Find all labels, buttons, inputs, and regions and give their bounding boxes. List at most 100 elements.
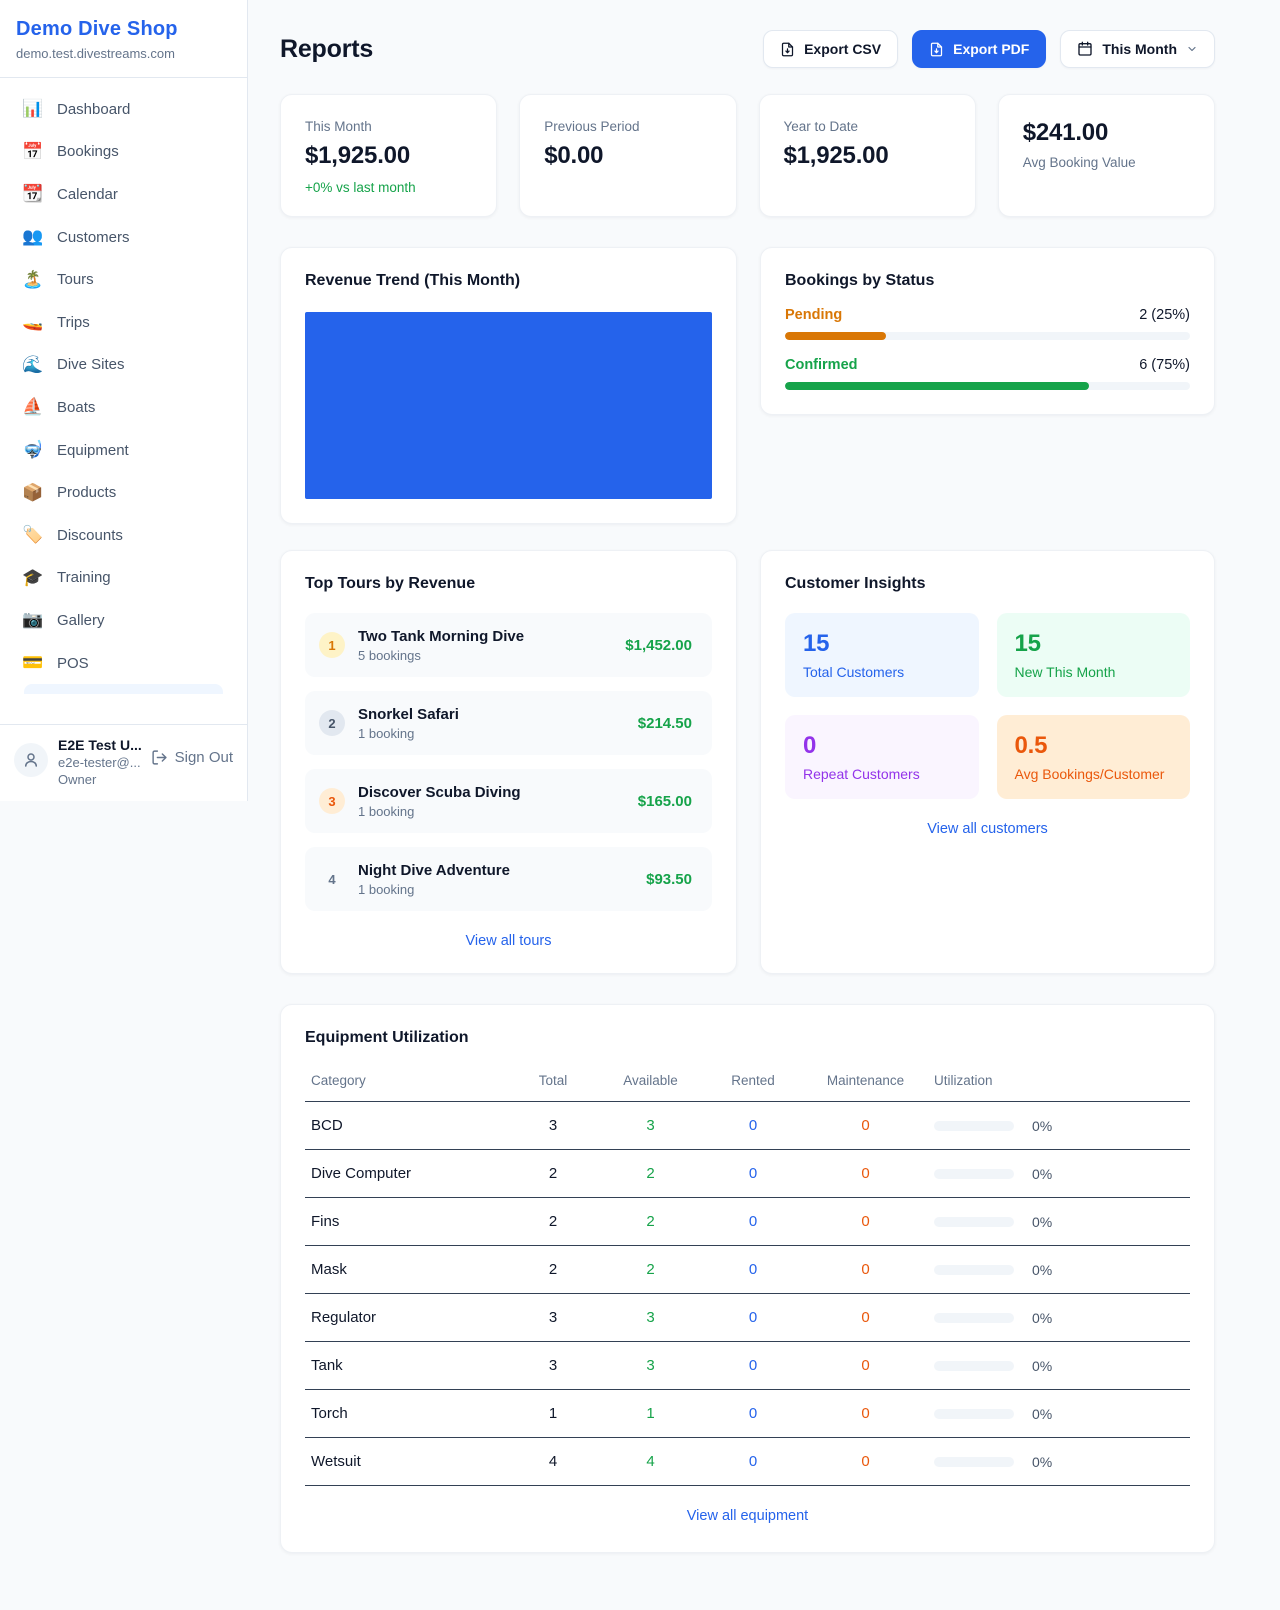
- wave-icon: 🌊: [22, 354, 44, 374]
- package-icon: 📦: [22, 482, 44, 502]
- user-meta: E2E Test U... e2e-tester@... Owner: [58, 737, 142, 787]
- insight-tile-total-customers: 15 Total Customers: [785, 613, 979, 697]
- tour-list: 1 Two Tank Morning Dive 5 bookings $1,45…: [305, 613, 712, 911]
- sidebar-nav: 📊 Dashboard 📅 Bookings 📆 Calendar 👥 Cust…: [0, 78, 247, 724]
- header-actions: Export CSV Export PDF This Month: [763, 30, 1215, 68]
- tour-list-item: 2 Snorkel Safari 1 booking $214.50: [305, 691, 712, 755]
- stat-delta: +0% vs last month: [305, 180, 416, 195]
- view-all-customers-link[interactable]: View all customers: [927, 821, 1048, 837]
- speedboat-icon: 🚤: [22, 312, 44, 332]
- export-pdf-button[interactable]: Export PDF: [912, 30, 1047, 68]
- user-role: Owner: [58, 772, 97, 787]
- stat-card-this-month: This Month $1,925.00 +0% vs last month: [280, 94, 498, 217]
- sidebar-item-customers[interactable]: 👥 Customers: [22, 227, 130, 247]
- stat-card-avg-booking-value: $241.00 Avg Booking Value: [997, 94, 1215, 217]
- credit-card-icon: 💳: [22, 653, 44, 673]
- status-label: Confirmed: [785, 357, 858, 373]
- sign-out-icon: [152, 750, 167, 765]
- table-row: BCD 3 3 0 0 0%: [305, 1101, 1190, 1150]
- sailboat-icon: ⛵: [22, 397, 44, 417]
- insight-tile-avg-bookings: 0.5 Avg Bookings/Customer: [996, 715, 1190, 799]
- utilization-bar: [934, 1312, 1014, 1323]
- sidebar-item-dive-sites[interactable]: 🌊 Dive Sites: [22, 354, 125, 374]
- utilization-bar: [934, 1216, 1014, 1227]
- view-all-tours-link[interactable]: View all tours: [465, 933, 552, 949]
- rank-badge: 1: [319, 632, 345, 658]
- status-bar-track: [785, 382, 1190, 390]
- charts-row: Revenue Trend (This Month) Bookings by S…: [280, 247, 1215, 524]
- graduation-cap-icon: 🎓: [22, 567, 44, 587]
- main-content: Reports Export CSV Export PDF This Month…: [248, 0, 1280, 1593]
- tour-list-item: 4 Night Dive Adventure 1 booking $93.50: [305, 847, 712, 911]
- tour-list-item: 1 Two Tank Morning Dive 5 bookings $1,45…: [305, 613, 712, 677]
- table-row: Torch 1 1 0 0 0%: [305, 1389, 1190, 1438]
- avatar: [14, 743, 48, 777]
- sidebar-item-equipment[interactable]: 🤿 Equipment: [22, 440, 129, 460]
- sign-out-label: Sign Out: [174, 749, 233, 766]
- calendar-icon: [1078, 41, 1093, 56]
- rank-badge: 3: [319, 788, 345, 814]
- sidebar-item-gallery[interactable]: 📷 Gallery: [22, 610, 105, 630]
- period-select[interactable]: This Month: [1060, 30, 1215, 68]
- revenue-trend-chart-bar: [305, 312, 712, 499]
- export-csv-button[interactable]: Export CSV: [763, 30, 899, 68]
- equipment-utilization-card: Equipment Utilization Category Total Ava…: [280, 1004, 1215, 1553]
- sidebar-item-calendar[interactable]: 📆 Calendar: [22, 184, 118, 204]
- equipment-utilization-title: Equipment Utilization: [305, 1029, 469, 1046]
- status-bar-track: [785, 332, 1190, 340]
- camera-icon: 📷: [22, 610, 44, 630]
- table-row: Wetsuit 4 4 0 0 0%: [305, 1437, 1190, 1486]
- equipment-table: Category Total Available Rented Maintena…: [305, 1061, 1190, 1486]
- status-label: Pending: [785, 307, 843, 323]
- table-row: Mask 2 2 0 0 0%: [305, 1245, 1190, 1294]
- tour-list-item: 3 Discover Scuba Diving 1 booking $165.0…: [305, 769, 712, 833]
- view-all-equipment-link[interactable]: View all equipment: [686, 1508, 809, 1524]
- sidebar-item-trips[interactable]: 🚤 Trips: [22, 312, 90, 332]
- sidebar-item-discounts[interactable]: 🏷️ Discounts: [22, 525, 123, 545]
- sidebar-item-products[interactable]: 📦 Products: [22, 482, 117, 502]
- sidebar-user-footer: E2E Test U... e2e-tester@... Owner Sign …: [0, 724, 247, 801]
- bookings-by-status-card: Bookings by Status Pending 2 (25%) Confi…: [760, 247, 1215, 415]
- calendar-date-icon: 📅: [22, 141, 44, 161]
- equipment-table-header: Category Total Available Rented Maintena…: [305, 1061, 1190, 1102]
- rank-badge: 2: [319, 710, 345, 736]
- user-email: e2e-tester@...: [58, 755, 141, 770]
- stat-card-year-to-date: Year to Date $1,925.00: [758, 94, 976, 217]
- bookings-by-status-title: Bookings by Status: [785, 272, 935, 289]
- shop-name: Demo Dive Shop: [16, 18, 178, 40]
- insight-tile-new-this-month: 15 New This Month: [996, 613, 1190, 697]
- person-icon: [25, 753, 37, 767]
- customer-insights-title: Customer Insights: [785, 575, 926, 592]
- file-download-icon: [930, 42, 943, 56]
- insight-tiles: 15 Total Customers 15 New This Month 0 R…: [785, 613, 1190, 799]
- revenue-trend-card: Revenue Trend (This Month): [280, 247, 737, 524]
- sidebar: Demo Dive Shop demo.test.divestreams.com…: [0, 0, 248, 801]
- utilization-bar: [934, 1456, 1014, 1467]
- sidebar-item-tours[interactable]: 🏝️ Tours: [22, 269, 94, 289]
- status-count: 6 (75%): [1139, 357, 1190, 373]
- mid-row: Top Tours by Revenue 1 Two Tank Morning …: [280, 550, 1215, 974]
- sidebar-item-bookings[interactable]: 📅 Bookings: [22, 141, 119, 161]
- page-title: Reports: [280, 34, 374, 63]
- user-name: E2E Test U...: [58, 737, 142, 753]
- sidebar-item-training[interactable]: 🎓 Training: [22, 567, 111, 587]
- sidebar-item-dashboard[interactable]: 📊 Dashboard: [22, 99, 131, 119]
- status-row-confirmed: Confirmed 6 (75%): [785, 357, 1190, 390]
- status-bar-fill: [785, 332, 887, 340]
- utilization-bar: [934, 1168, 1014, 1179]
- table-row: Regulator 3 3 0 0 0%: [305, 1293, 1190, 1342]
- sidebar-item-boats[interactable]: ⛵ Boats: [22, 397, 96, 417]
- sidebar-item-reports-partial[interactable]: [24, 684, 223, 695]
- insight-tile-repeat-customers: 0 Repeat Customers: [785, 715, 979, 799]
- table-row: Dive Computer 2 2 0 0 0%: [305, 1149, 1190, 1198]
- status-row-pending: Pending 2 (25%): [785, 307, 1190, 340]
- chevron-down-icon: [1188, 46, 1196, 52]
- page-header: Reports Export CSV Export PDF This Month: [280, 30, 1215, 68]
- sign-out-button[interactable]: Sign Out: [151, 749, 233, 766]
- tear-off-calendar-icon: 📆: [22, 184, 44, 204]
- diving-mask-icon: 🤿: [22, 440, 44, 460]
- island-icon: 🏝️: [22, 269, 44, 289]
- customer-insights-card: Customer Insights 15 Total Customers 15 …: [760, 550, 1215, 974]
- utilization-bar: [934, 1360, 1014, 1371]
- sidebar-item-pos[interactable]: 💳 POS: [22, 653, 89, 673]
